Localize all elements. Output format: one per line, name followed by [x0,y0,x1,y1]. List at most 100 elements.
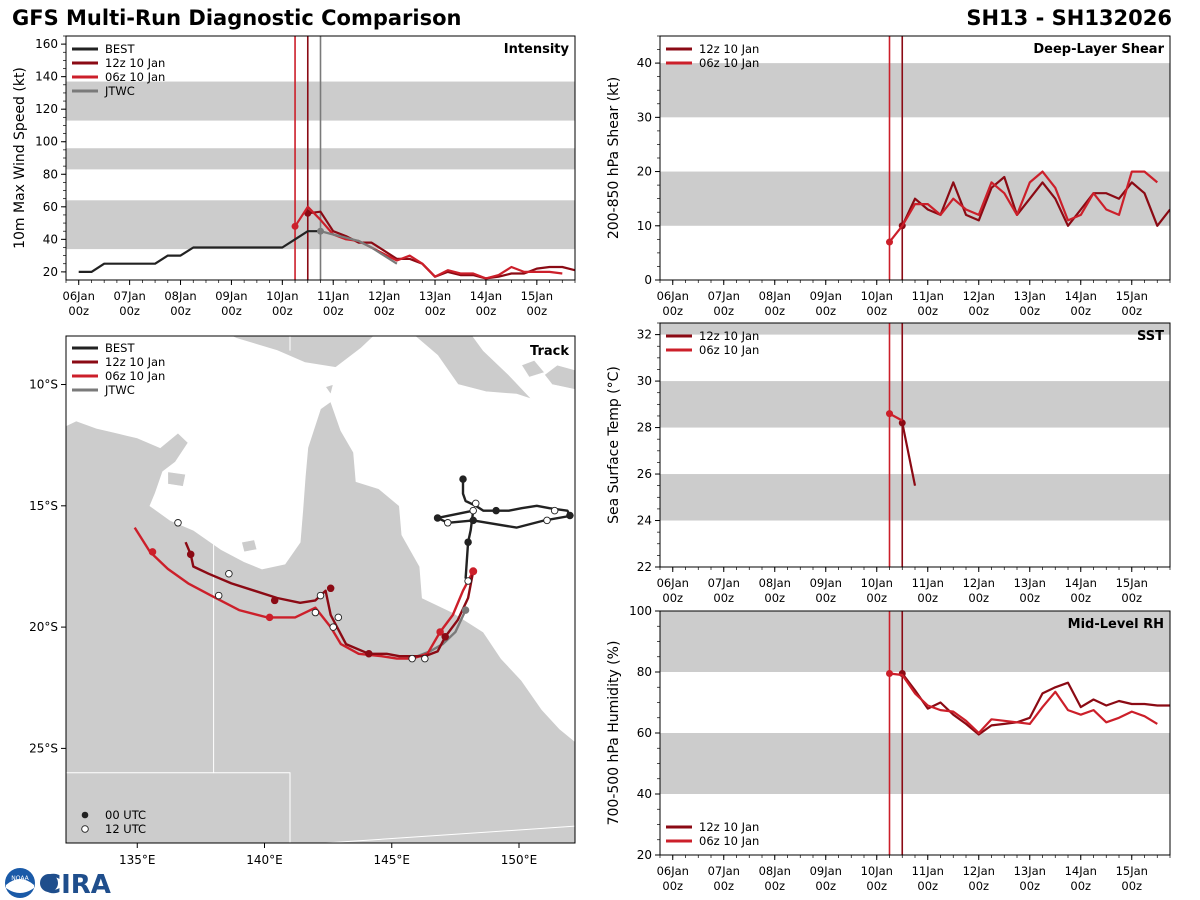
intensity-ytick-label: 160 [35,37,58,51]
intensity-legend-label-run06z: 06z 10 Jan [105,70,165,84]
shear-chart: 01020304006Jan00z07Jan00z08Jan00z09Jan00… [606,35,1171,318]
sst-frame [659,322,1171,568]
intensity-xtick-label-hour: 00z [323,304,344,318]
legend-12utc-marker [81,825,89,833]
shear-xtick-label-hour: 00z [917,304,938,318]
sst-chart: 22242628303206Jan00z07Jan00z08Jan00z09Ja… [606,322,1171,605]
shear-xtick-label-day: 15Jan [1116,289,1148,303]
shear-xtick-label-hour: 00z [815,304,836,318]
rh-ytick-label: 20 [637,848,652,862]
track-xtick-label: 145°E [374,853,411,867]
noaa-text: NOAA [11,875,29,882]
sst-ytick-label: 28 [637,421,652,435]
rh-xtick-label-hour: 00z [917,879,938,893]
track-point-best [464,538,472,546]
track-point-best [566,511,574,520]
rh-xtick-label-hour: 00z [1019,879,1040,893]
sst-xtick-label-hour: 00z [1121,591,1142,605]
track-xtick-label: 150°E [501,853,538,867]
sst-title: SST [1137,329,1164,344]
intensity-title: Intensity [504,42,570,57]
intensity-xtick-label-hour: 00z [272,304,293,318]
track-ytick-label: 15°S [29,499,58,513]
rh-xtick-label-day: 08Jan [759,864,791,878]
rh-legend-label-run06z: 06z 10 Jan [699,834,759,848]
intensity-xtick-label-day: 15Jan [521,289,553,303]
intensity-xtick-label-hour: 00z [170,304,191,318]
shear-legend-label-run06z: 06z 10 Jan [699,56,759,70]
shear-title: Deep-Layer Shear [1033,42,1164,57]
sst-xtick-label-hour: 00z [662,591,683,605]
shear-xtick-label-hour: 00z [764,304,785,318]
shear-xtick-label-hour: 00z [1070,304,1091,318]
shear-xtick-label-day: 14Jan [1065,289,1097,303]
intensity-xtick-label-day: 07Jan [113,289,145,303]
track-ytick-label: 25°S [29,741,58,755]
rh-xtick-label-hour: 00z [866,879,887,893]
shear-xtick-label-day: 07Jan [708,289,740,303]
rh-series-run12z [901,672,1170,736]
intensity-xtick-label-day: 09Jan [215,289,247,303]
intensity-xtick-label-day: 11Jan [317,289,349,303]
intensity-xtick-label-hour: 00z [68,304,89,318]
intensity-series-best [78,230,321,273]
shear-xtick-label-day: 12Jan [963,289,995,303]
track-point-best [464,577,472,585]
track-xtick-label: 135°E [119,853,156,867]
track-point-run12z [408,654,416,663]
sst-xtick-label-day: 14Jan [1065,576,1097,590]
track-ytick-label: 20°S [29,620,58,634]
sst-series-run12z [901,422,917,486]
legend-00utc-marker [81,811,89,819]
track-point-run06z [329,623,337,631]
rh-xtick-label-hour: 00z [815,879,836,893]
storm-id: SH13 - SH132026 [966,6,1172,30]
sst-xtick-label-day: 09Jan [810,576,842,590]
sst-xtick-label-day: 07Jan [708,576,740,590]
track-plot-area [66,336,575,843]
track-point-best [433,514,442,522]
page-title: GFS Multi-Run Diagnostic Comparison [12,6,462,30]
rh-chart: 2040608010006Jan00z07Jan00z08Jan00z09Jan… [606,604,1171,893]
sst-xtick-label-hour: 00z [917,591,938,605]
rh-ylabel: 700-500 hPa Humidity (%) [606,641,622,826]
shear-xtick-label-hour: 00z [1019,304,1040,318]
intensity-ytick-label: 40 [43,232,58,246]
rh-plot-area [660,611,1170,855]
intensity-xtick-label-day: 12Jan [368,289,400,303]
intensity-xtick-label-hour: 00z [119,304,140,318]
intensity-legend-label-jtwc: JTWC [104,84,135,98]
shear-xtick-label-day: 13Jan [1014,289,1046,303]
track-legend-label-jtwc: JTWC [104,383,135,397]
shear-xtick-label-hour: 00z [1121,304,1142,318]
state-border-qld-nsw [318,825,575,843]
cira-logo: NOAA CIRA [5,868,111,900]
sst-xtick-label-hour: 00z [1019,591,1040,605]
rh-xtick-label-day: 06Jan [657,864,689,878]
sst-xtick-label-hour: 00z [713,591,734,605]
shear-ytick-label: 40 [637,56,652,70]
intensity-ytick-label: 120 [35,102,58,116]
sst-xtick-label-day: 08Jan [759,576,791,590]
state-border-nt-qld [213,534,291,843]
track-point-run12z [174,519,182,527]
rh-xtick-label-day: 13Jan [1014,864,1046,878]
shear-xtick-label-day: 06Jan [657,289,689,303]
track-point-best [543,516,551,525]
track-line-run06z [133,526,475,660]
rh-xtick-label-day: 14Jan [1065,864,1097,878]
track-legend-label-run12z: 12z 10 Jan [105,355,165,369]
intensity-xtick-label-day: 14Jan [470,289,502,303]
track-frame [65,335,576,844]
land-island-3 [167,471,186,487]
track-point-run12z [225,569,233,578]
shear-xtick-label-hour: 00z [713,304,734,318]
shear-xtick-label-hour: 00z [662,304,683,318]
track-point-run06z [148,548,157,556]
track-line-run12z [184,541,475,658]
intensity-ytick-label: 60 [43,200,58,214]
rh-ytick-label: 60 [637,726,652,740]
intensity-xtick-label-day: 06Jan [63,289,95,303]
rh-ytick-label: 40 [637,787,652,801]
sst-plot-area [660,323,1170,567]
